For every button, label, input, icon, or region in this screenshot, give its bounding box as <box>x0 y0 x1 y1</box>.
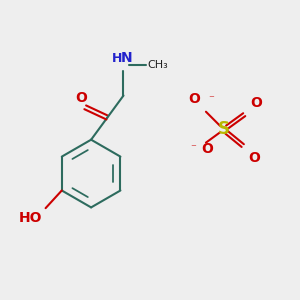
Text: CH₃: CH₃ <box>147 60 168 70</box>
Text: HO: HO <box>19 211 43 225</box>
Text: N: N <box>121 51 133 65</box>
Text: ⁻: ⁻ <box>208 94 214 104</box>
Text: S: S <box>218 120 230 138</box>
Text: O: O <box>250 96 262 110</box>
Text: O: O <box>202 142 213 155</box>
Text: O: O <box>75 91 87 105</box>
Text: O: O <box>249 152 260 166</box>
Text: O: O <box>188 92 200 106</box>
Text: ⁻: ⁻ <box>190 143 196 154</box>
Text: H: H <box>112 52 122 65</box>
